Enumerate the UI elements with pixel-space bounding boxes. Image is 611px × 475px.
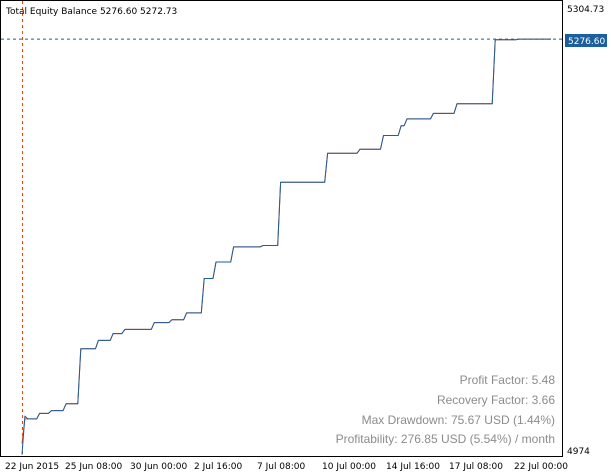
price-tag-label: 5276.60 <box>568 37 605 47</box>
recovery-factor-text: Recovery Factor: 3.66 <box>437 393 555 407</box>
x-tick-label-4: 7 Jul 08:00 <box>257 462 306 472</box>
x-tick-label-1: 25 Jun 08:00 <box>65 462 122 472</box>
chart-marks <box>1 1 562 456</box>
profit-factor-text: Profit Factor: 5.48 <box>460 373 556 387</box>
x-tick-label-2: 30 Jun 00:00 <box>130 462 187 472</box>
series-line-1 <box>21 38 551 455</box>
chart-title: Total Equity Balance 5276.60 5272.73 <box>5 7 177 17</box>
x-tick-label-5: 10 Jul 00:00 <box>322 462 376 472</box>
y-tick-label-bottom: 4974 <box>567 447 590 457</box>
plot-frame <box>0 0 563 457</box>
x-tick-label-6: 14 Jul 16:00 <box>386 462 440 472</box>
x-tick-label-3: 2 Jul 16:00 <box>194 462 243 472</box>
profitability-text: Profitability: 276.85 USD (5.54%) / mont… <box>336 432 555 446</box>
price-tag-background <box>565 34 607 47</box>
x-tick-label-7: 17 Jul 08:00 <box>449 462 503 472</box>
max-drawdown-text: Max Drawdown: 75.67 USD (1.44%) <box>362 413 555 427</box>
y-tick-label-top: 5304.73 <box>567 5 604 15</box>
price-tag: 5276.60 <box>565 34 607 47</box>
x-tick-label-0: 22 Jun 2015 <box>5 462 59 472</box>
x-tick-label-8: 22 Jul 00:00 <box>514 462 568 472</box>
